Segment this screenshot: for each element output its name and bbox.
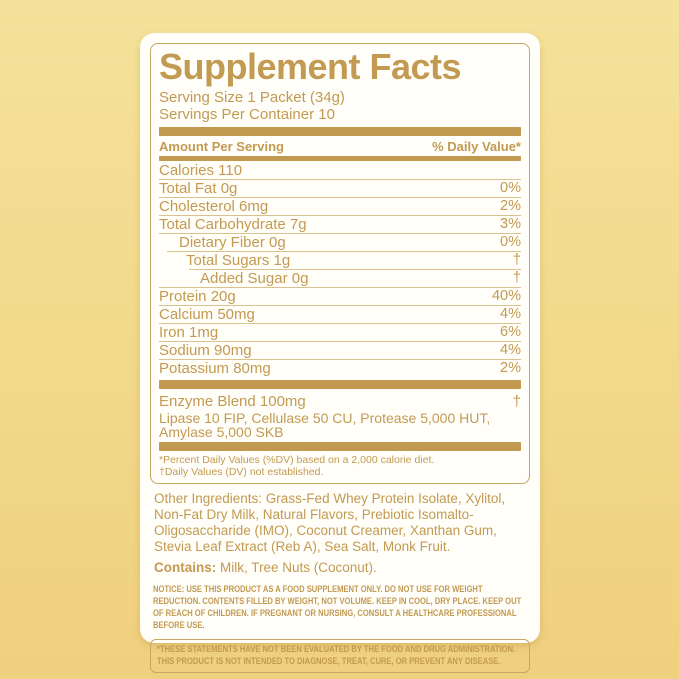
nutrient-row: Cholesterol 6mg 2% [159, 197, 521, 215]
nutrient-value: 4% [500, 306, 521, 322]
nutrient-label: Total Fat 0g [159, 179, 238, 197]
row-separator [159, 215, 521, 216]
notice-section: NOTICE: USE THIS PRODUCT AS A FOOD SUPPL… [153, 584, 526, 632]
row-separator [159, 341, 521, 342]
nutrient-row: Calories 110 [159, 161, 521, 179]
nutrient-row: Dietary Fiber 0g 0% [159, 233, 521, 251]
nutrient-row: Total Fat 0g 0% [159, 179, 521, 197]
nutrient-label: Cholesterol 6mg [159, 197, 269, 215]
row-separator [167, 251, 521, 252]
row-separator [159, 197, 521, 198]
enzyme-blend-description: Lipase 10 FIP, Cellulase 50 CU, Protease… [159, 410, 491, 440]
nutrient-value: 2% [500, 360, 521, 376]
row-separator [159, 233, 521, 234]
nutrient-value: † [512, 270, 521, 286]
serving-info: Serving Size 1 Packet (34g) Servings Per… [159, 89, 521, 123]
nutrient-row: Added Sugar 0g † [159, 269, 521, 287]
nutrient-row: Potassium 80mg 2% [159, 359, 521, 377]
row-separator [159, 287, 521, 288]
row-separator [159, 323, 521, 324]
nutrient-label: Total Carbohydrate 7g [159, 215, 307, 233]
nutrient-row: Protein 20g 40% [159, 287, 521, 305]
row-separator [159, 179, 521, 180]
nutrient-label: Sodium 90mg [159, 341, 252, 359]
footnote-daily-values: *Percent Daily Values (%DV) based on a 2… [159, 454, 435, 466]
enzyme-blend-label: Enzyme Blend 100mg [159, 393, 306, 410]
nutrient-table: Calories 110 Total Fat 0g 0% Cholesterol… [159, 161, 521, 377]
fda-disclaimer-text: *THESE STATEMENTS HAVE NOT BEEN EVALUATE… [157, 644, 516, 667]
enzyme-blend-value: † [512, 393, 521, 410]
fda-disclaimer-box: *THESE STATEMENTS HAVE NOT BEEN EVALUATE… [150, 639, 530, 673]
servings-per-container: Servings Per Container 10 [159, 106, 335, 123]
row-separator [159, 305, 521, 306]
nutrient-value: 0% [500, 234, 521, 250]
nutrient-label: Added Sugar 0g [200, 269, 309, 287]
footnote-dv-not-established: †Daily Values (DV) not established. [159, 466, 324, 478]
nutrient-value: 0% [500, 180, 521, 196]
divider-bar-minerals [159, 380, 521, 389]
column-headers: Amount Per Serving % Daily Value* [159, 136, 521, 156]
row-separator [159, 359, 521, 360]
row-separator [189, 269, 521, 270]
nutrient-label: Protein 20g [159, 287, 236, 305]
other-ingredients: Other Ingredients: Grass-Fed Whey Protei… [154, 491, 506, 554]
enzyme-blend-row: Enzyme Blend 100mg † [159, 392, 521, 410]
nutrient-row: Iron 1mg 6% [159, 323, 521, 341]
contains-statement: Contains: Milk, Tree Nuts (Coconut). [154, 560, 526, 576]
supplement-facts-panel: Supplement Facts Serving Size 1 Packet (… [150, 43, 530, 484]
nutrient-label: Calcium 50mg [159, 305, 255, 323]
nutrient-label: Potassium 80mg [159, 359, 271, 377]
divider-bar-header [159, 156, 521, 161]
amount-per-serving-header: Amount Per Serving [159, 139, 284, 154]
divider-bar-bottom [159, 442, 521, 451]
nutrient-value: 6% [500, 324, 521, 340]
nutrient-value: 40% [491, 288, 521, 304]
nutrient-label: Total Sugars 1g [186, 251, 291, 269]
nutrient-label: Iron 1mg [159, 323, 219, 341]
contains-label: Contains: [154, 560, 217, 575]
nutrient-row: Total Sugars 1g † [159, 251, 521, 269]
nutrient-value: † [512, 252, 521, 268]
notice-text: NOTICE: USE THIS PRODUCT AS A FOOD SUPPL… [153, 584, 522, 631]
nutrient-value: 2% [500, 198, 521, 214]
divider-bar-top [159, 127, 521, 136]
nutrient-row: Sodium 90mg 4% [159, 341, 521, 359]
nutrient-label: Calories 110 [159, 161, 243, 179]
nutrient-value: 4% [500, 342, 521, 358]
daily-value-header: % Daily Value* [432, 139, 521, 154]
serving-size: Serving Size 1 Packet (34g) [159, 89, 345, 106]
nutrient-row: Total Carbohydrate 7g 3% [159, 215, 521, 233]
nutrient-label: Dietary Fiber 0g [179, 233, 286, 251]
nutrient-row: Calcium 50mg 4% [159, 305, 521, 323]
nutrient-value: 3% [500, 216, 521, 232]
label-card: Supplement Facts Serving Size 1 Packet (… [140, 33, 540, 673]
contains-text: Milk, Tree Nuts (Coconut). [216, 560, 377, 575]
panel-title: Supplement Facts [159, 46, 462, 87]
